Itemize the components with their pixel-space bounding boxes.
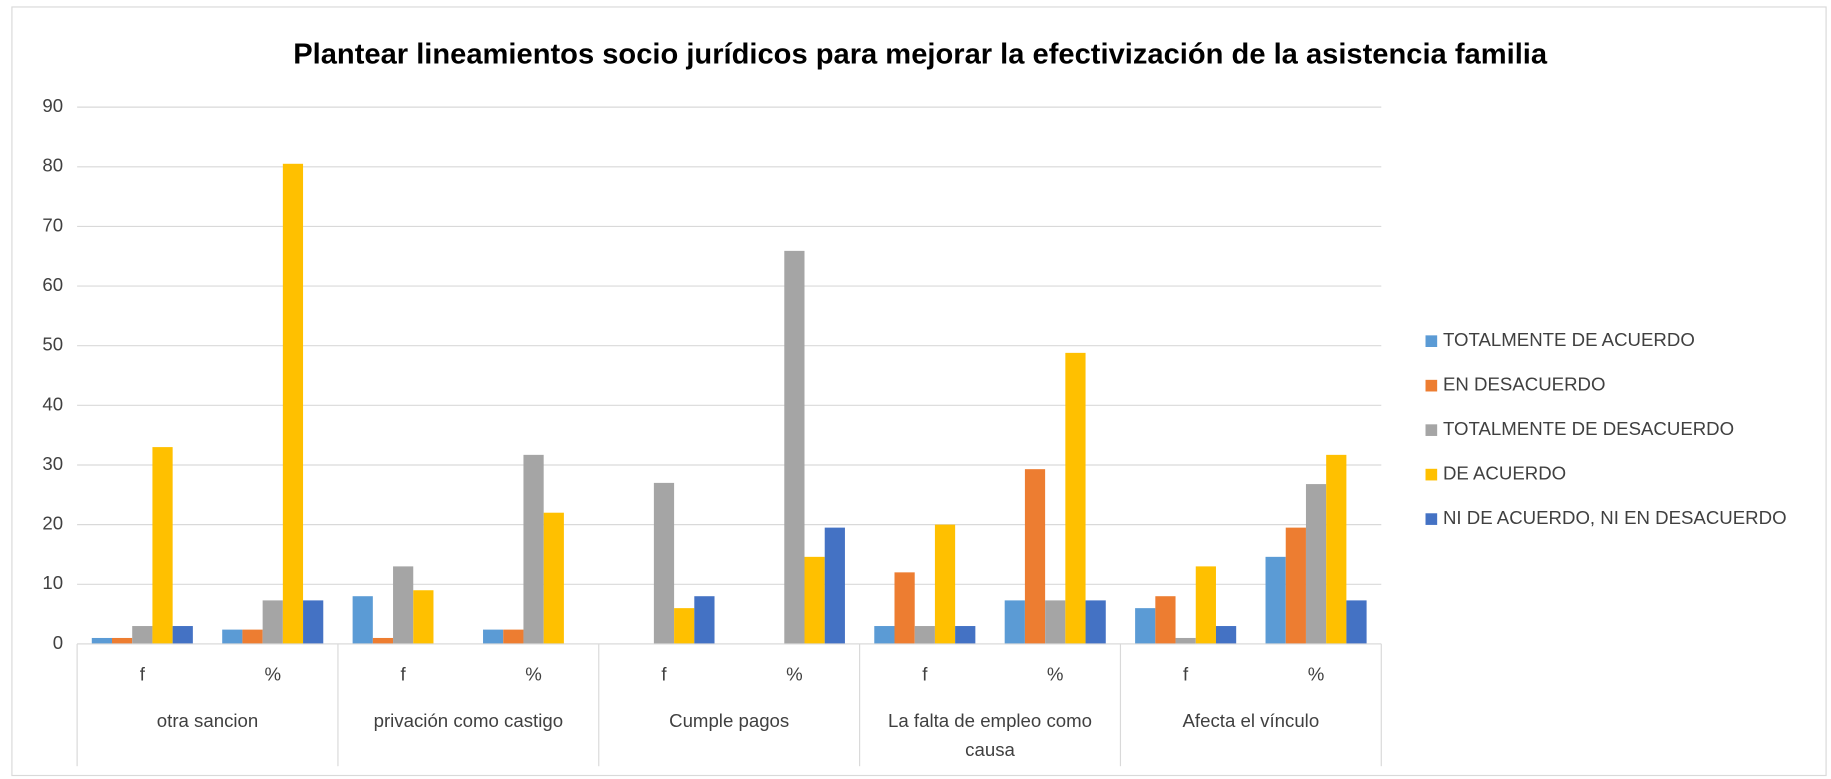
bar — [894, 572, 915, 644]
legend-swatch — [1425, 379, 1438, 392]
bar — [824, 527, 845, 644]
group-label: Cumple pagos — [669, 710, 789, 731]
y-tick-label: 90 — [42, 95, 63, 116]
bar — [132, 626, 153, 644]
bar — [934, 524, 956, 644]
bar — [503, 629, 524, 644]
bar — [1285, 527, 1306, 644]
bar — [1346, 600, 1367, 644]
bar — [1265, 556, 1286, 644]
group-label: otra sancion — [157, 710, 258, 731]
bar — [1215, 626, 1237, 644]
bar — [222, 629, 243, 644]
bar — [352, 596, 373, 644]
x-tick-label: % — [1308, 663, 1325, 684]
bar — [784, 250, 805, 644]
group-label-line: causa — [965, 739, 1015, 760]
legend-label: EN DESACUERDO — [1443, 374, 1605, 395]
legend-swatch — [1425, 424, 1438, 436]
bar — [1045, 600, 1066, 644]
y-tick-label: 70 — [42, 214, 63, 235]
legend-label: TOTALMENTE DE DESACUERDO — [1443, 418, 1734, 439]
x-tick-label: f — [661, 663, 667, 684]
bar — [543, 512, 564, 644]
bar — [372, 637, 394, 644]
legend-swatch — [1425, 513, 1438, 525]
bar — [874, 626, 895, 644]
bar — [262, 600, 283, 644]
legend-label: NI DE ACUERDO, NI EN DESACUERDO — [1443, 507, 1787, 528]
group-label-line: La falta de empleo como — [888, 710, 1092, 731]
bar — [112, 637, 133, 644]
x-tick-label: % — [1047, 663, 1064, 684]
bar — [483, 629, 504, 644]
x-tick-label: f — [401, 663, 407, 684]
bar — [1326, 454, 1347, 644]
group-label: La falta de empleo como causa — [888, 710, 1092, 760]
y-tick-label: 20 — [42, 513, 63, 534]
bar — [1004, 600, 1025, 644]
bar — [1305, 484, 1327, 644]
bar — [1155, 596, 1176, 644]
x-tick-label: % — [786, 663, 803, 684]
y-tick-label: 80 — [42, 155, 63, 176]
bar — [523, 454, 544, 644]
legend-label: TOTALMENTE DE ACUERDO — [1443, 329, 1695, 350]
legend-swatch — [1425, 468, 1438, 481]
y-tick-label: 60 — [42, 274, 63, 295]
bar — [1024, 469, 1046, 644]
bar — [242, 629, 263, 644]
y-tick-label: 40 — [42, 393, 63, 414]
legend-swatch — [1425, 335, 1438, 347]
legend-label: DE ACUERDO — [1443, 463, 1566, 484]
group-label: Afecta el vínculo — [1183, 710, 1320, 731]
x-tick-label: % — [525, 663, 542, 684]
bar — [1195, 566, 1216, 644]
bar — [674, 608, 695, 644]
bar — [172, 626, 193, 644]
chart-border — [11, 6, 1827, 777]
group-label: privación como castigo — [374, 710, 563, 731]
bar — [303, 600, 324, 644]
bar — [653, 482, 675, 644]
bar — [955, 626, 976, 644]
x-tick-label: f — [140, 663, 146, 684]
x-tick-label: f — [1183, 663, 1189, 684]
bar — [413, 590, 434, 644]
x-tick-label: % — [264, 663, 281, 684]
y-tick-label: 10 — [42, 572, 63, 593]
bar — [1135, 608, 1156, 644]
bar — [393, 566, 414, 644]
bar — [804, 556, 825, 644]
bar — [1065, 352, 1086, 644]
y-tick-label: 30 — [42, 453, 63, 474]
bar — [1085, 600, 1106, 644]
bar — [1175, 637, 1196, 644]
y-tick-label: 50 — [42, 334, 63, 355]
x-tick-label: f — [922, 663, 928, 684]
y-tick-label: 0 — [53, 632, 63, 653]
bar — [282, 163, 304, 644]
chart-title: Plantear lineamientos socio jurídicos pa… — [293, 39, 1548, 71]
bar — [694, 596, 715, 644]
bar — [91, 637, 113, 644]
bar — [914, 626, 935, 644]
bar — [152, 447, 173, 644]
